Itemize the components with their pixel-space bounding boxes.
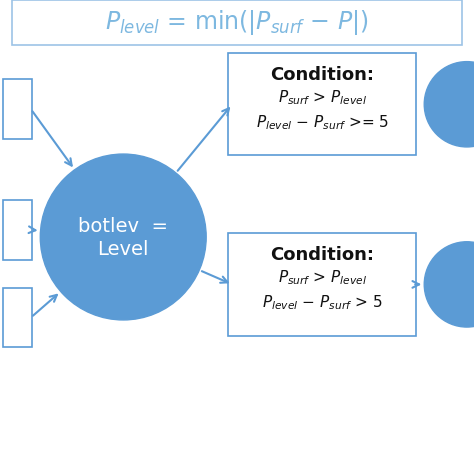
FancyBboxPatch shape xyxy=(228,233,416,336)
FancyBboxPatch shape xyxy=(3,200,32,260)
Circle shape xyxy=(40,154,206,320)
Text: $P_{level}$ $-$ $P_{surf}$ > 5: $P_{level}$ $-$ $P_{surf}$ > 5 xyxy=(262,293,383,312)
Text: botlev  =: botlev = xyxy=(78,217,168,236)
Circle shape xyxy=(424,242,474,327)
FancyBboxPatch shape xyxy=(12,0,462,45)
Text: Condition:: Condition: xyxy=(270,66,374,84)
Text: Condition:: Condition: xyxy=(270,246,374,264)
Text: Level: Level xyxy=(98,240,149,259)
FancyBboxPatch shape xyxy=(228,53,416,155)
Text: $P_{level}$ = min($|P_{surf}$ $-$ $P|$): $P_{level}$ = min($|P_{surf}$ $-$ $P|$) xyxy=(105,8,369,37)
FancyBboxPatch shape xyxy=(3,79,32,139)
Text: $P_{surf}$ > $P_{level}$: $P_{surf}$ > $P_{level}$ xyxy=(278,268,367,287)
FancyBboxPatch shape xyxy=(3,288,32,347)
Circle shape xyxy=(424,62,474,147)
Text: $P_{surf}$ > $P_{level}$: $P_{surf}$ > $P_{level}$ xyxy=(278,88,367,107)
Text: $P_{level}$ $-$ $P_{surf}$ >= 5: $P_{level}$ $-$ $P_{surf}$ >= 5 xyxy=(255,113,389,132)
